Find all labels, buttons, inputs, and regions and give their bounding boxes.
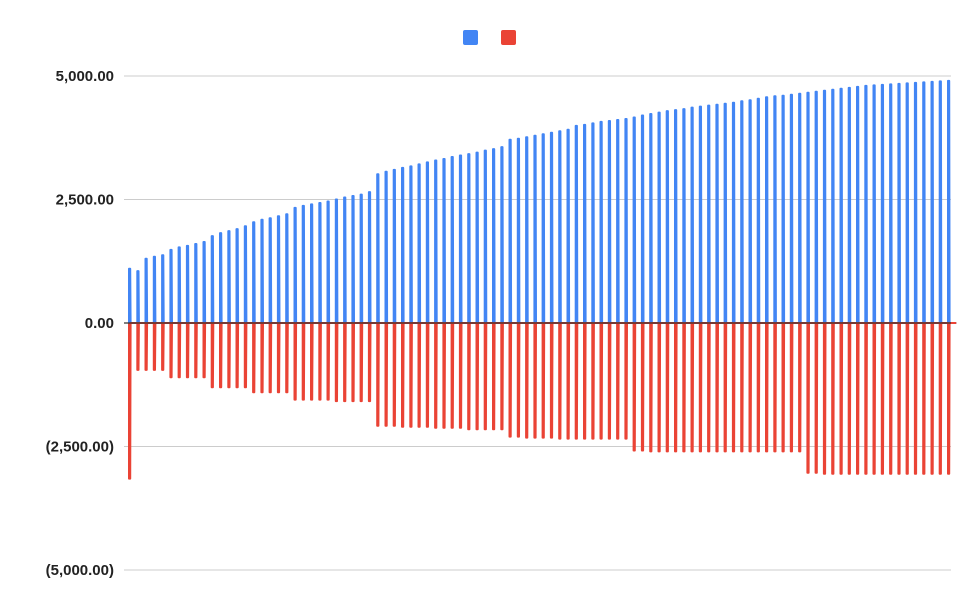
series-line-2 [128,322,957,480]
legend-swatch-series-1 [463,30,478,45]
y-axis: 5,000.00 2,500.00 0.00 (2,500.00) (5,000.00) [46,68,114,579]
legend [463,30,516,45]
y-tick-label: 5,000.00 [56,68,114,85]
y-tick-label: 2,500.00 [56,192,114,209]
legend-swatch-series-2 [501,30,516,45]
series-line-1 [128,79,957,324]
y-tick-label: (5,000.00) [46,562,114,579]
gridlines [124,75,951,571]
series-layer [128,79,957,480]
y-tick-label: 0.00 [85,315,114,332]
y-tick-label: (2,500.00) [46,439,114,456]
